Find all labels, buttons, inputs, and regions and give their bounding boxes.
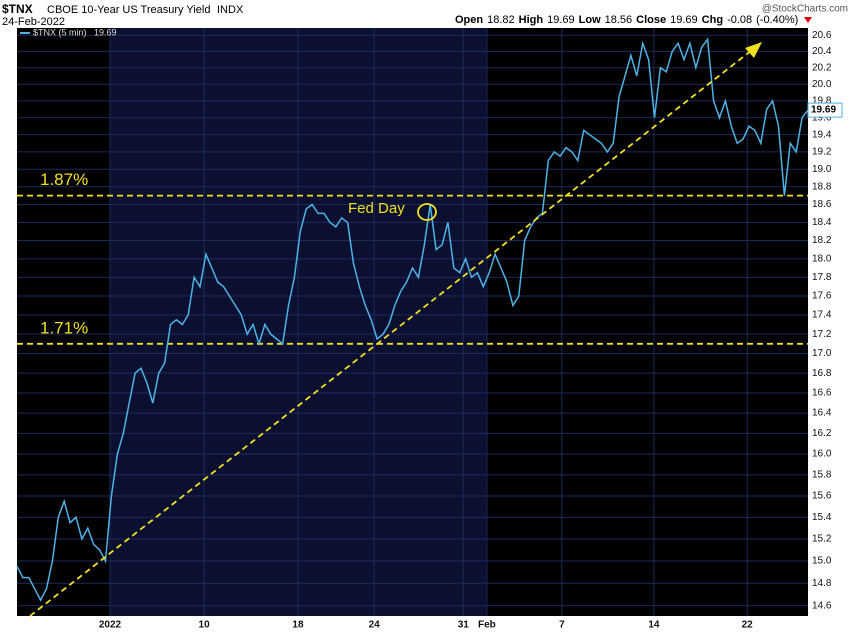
quote-label: Low	[579, 14, 601, 26]
credit: @StockCharts.com	[762, 4, 848, 15]
x-tick-label: 10	[199, 620, 211, 631]
reference-label: 1.87%	[40, 170, 88, 189]
y-tick-label: 14.6	[812, 600, 832, 611]
annotation: Fed Day	[348, 200, 405, 217]
x-tick-label: 7	[559, 620, 565, 631]
title: CBOE 10-Year US Treasury Yield	[47, 4, 210, 16]
price-line	[16, 37, 809, 602]
y-tick-label: 16.8	[812, 368, 832, 379]
y-tick-label: 18.6	[812, 199, 832, 210]
y-tick-label: 15.6	[812, 491, 832, 502]
y-tick-label: 18.8	[812, 181, 832, 192]
quote-change-pct: (-0.40%)	[756, 14, 798, 26]
x-tick-label: 24	[369, 620, 381, 631]
y-tick-label: 17.4	[812, 310, 832, 321]
quote-value: 18.82	[487, 14, 515, 26]
y-tick-label: 15.4	[812, 512, 832, 523]
y-tick-label: 19.6	[812, 112, 832, 123]
y-tick-label: 20.6	[812, 30, 832, 41]
symbol: $TNX	[2, 2, 33, 16]
quote-label: Open	[455, 14, 483, 26]
y-tick-label: 16.0	[812, 449, 832, 460]
y-tick-label: 20.2	[812, 62, 832, 73]
axis-background	[808, 28, 850, 633]
fed-day-circle	[417, 203, 437, 221]
legend-value: 19.69	[94, 27, 117, 37]
y-tick-label: 18.0	[812, 253, 832, 264]
exchange: INDX	[217, 4, 244, 16]
quote-label: Close	[636, 14, 666, 26]
quote-value: -0.08	[727, 14, 752, 26]
x-tick-label: 31	[458, 620, 470, 631]
y-tick-label: 19.4	[812, 129, 832, 140]
quote-label: Chg	[702, 14, 723, 26]
y-tick-label: 15.2	[812, 534, 832, 545]
y-tick-label: 19.0	[812, 164, 832, 175]
y-tick-label: 16.6	[812, 388, 832, 399]
last-value-box	[807, 102, 843, 118]
y-tick-label: 15.0	[812, 556, 832, 567]
y-tick-label: 17.2	[812, 329, 832, 340]
date: 24-Feb-2022	[2, 16, 65, 28]
quote-value: 18.56	[605, 14, 633, 26]
x-tick-label: 2022	[99, 620, 122, 631]
quote-value: 19.69	[670, 14, 698, 26]
y-tick-label: 20.4	[812, 46, 832, 57]
x-tick-label: 22	[742, 620, 754, 631]
y-tick-label: 17.8	[812, 272, 832, 283]
y-tick-label: 17.0	[812, 348, 832, 359]
last-value-label: 19.69	[811, 105, 836, 116]
trend-line	[29, 49, 753, 617]
x-tick-label: 18	[292, 620, 304, 631]
y-tick-label: 20.0	[812, 79, 832, 90]
quote-value: 19.69	[547, 14, 575, 26]
y-tick-label: 15.8	[812, 469, 832, 480]
y-tick-label: 18.4	[812, 217, 832, 228]
x-tick-label: Feb	[478, 620, 496, 631]
y-tick-label: 18.2	[812, 235, 832, 246]
y-tick-label: 19.2	[812, 147, 832, 158]
reference-label: 1.71%	[40, 318, 88, 337]
y-tick-label: 16.2	[812, 428, 832, 439]
trend-arrow	[745, 42, 762, 58]
y-tick-label: 19.8	[812, 96, 832, 107]
legend-label: $TNX (5 min)	[33, 27, 87, 37]
quote-label: High	[519, 14, 544, 26]
y-tick-label: 16.4	[812, 408, 832, 419]
y-tick-label: 17.6	[812, 291, 832, 302]
y-tick-label: 14.8	[812, 578, 832, 589]
down-indicator	[804, 17, 812, 23]
x-tick-label: 14	[648, 620, 660, 631]
